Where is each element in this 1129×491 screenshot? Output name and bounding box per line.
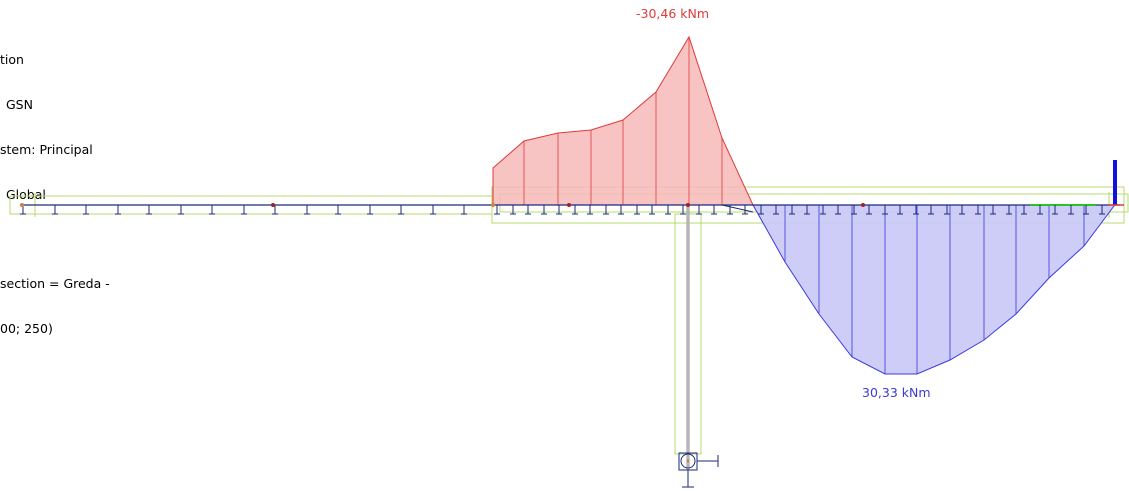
node-column-top [686,203,690,207]
negative-moment-hatch [523,37,723,205]
positive-moment-area [752,204,1115,375]
info-line-6: section = Greda - [0,276,110,291]
info-panel: tion GSN stem: Principal Global section … [0,22,110,351]
positive-moment-diagram [752,204,1115,375]
max-negative-moment-label: -30,46 kNm [636,6,709,21]
negative-moment-diagram [492,35,754,206]
info-line-3: stem: Principal [0,142,93,157]
max-positive-moment-label: 30,33 kNm [862,385,931,400]
support-circle [680,453,696,469]
node-left-end [20,203,24,207]
info-line-2: GSN [6,97,33,112]
support-center [686,459,690,463]
positive-moment-hatch [784,205,1085,374]
connection-detail [721,204,754,213]
node-joint-left [491,203,495,207]
node-left-mid [271,203,275,207]
info-line-4: Global [6,187,46,202]
info-line-7: 00; 250) [0,321,53,336]
node-right-mid [861,203,865,207]
beam-ticks [20,205,1105,215]
nodes [20,203,865,207]
info-line-1: tion [0,52,24,67]
column-support [678,452,719,488]
connection-diagonal [721,204,754,213]
node-right-quarter [567,203,571,207]
